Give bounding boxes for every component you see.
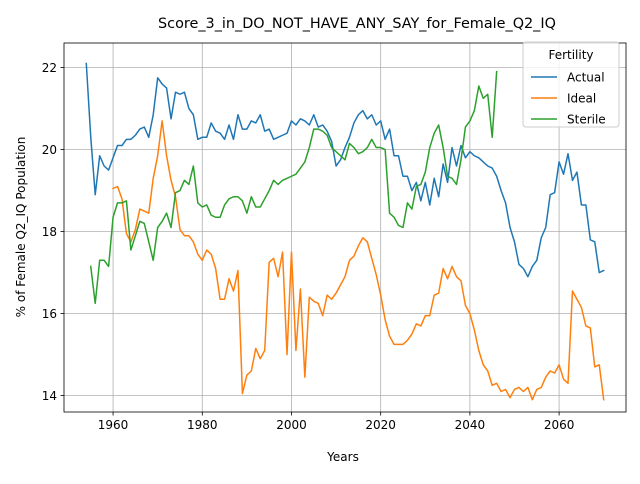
legend-label-actual: Actual (567, 71, 605, 85)
x-tick-label: 2060 (544, 418, 575, 432)
series-line-actual (85, 62, 605, 278)
x-tick-label: 2020 (365, 418, 396, 432)
x-tick-label: 1980 (187, 418, 218, 432)
y-axis-label: % of Female Q2_IQ Population (14, 137, 28, 318)
legend-box (522, 41, 620, 128)
legend: Fertility Actual Ideal Sterile (522, 41, 620, 128)
y-tick-label: 22 (42, 61, 57, 75)
y-tick-label: 18 (42, 225, 57, 239)
series-lines (85, 62, 605, 401)
axis-ticks: 1960 1980 2000 2020 2040 2060 14 16 18 20 22 (42, 61, 575, 432)
x-tick-label: 1960 (98, 418, 129, 432)
series-line-ideal (112, 120, 605, 401)
series-line-sterile (89, 70, 498, 305)
legend-title: Fertility (548, 48, 593, 62)
chart-title: Score_3_in_DO_NOT_HAVE_ANY_SAY_for_Femal… (158, 16, 556, 32)
y-tick-label: 20 (42, 143, 57, 157)
legend-label-sterile: Sterile (567, 113, 606, 127)
plot-frame (63, 42, 627, 413)
y-tick-label: 16 (42, 307, 57, 321)
x-tick-label: 2000 (276, 418, 307, 432)
y-tick-label: 14 (42, 389, 57, 403)
x-tick-label: 2040 (455, 418, 486, 432)
legend-label-ideal: Ideal (567, 92, 596, 106)
x-axis-label: Years (326, 450, 359, 464)
